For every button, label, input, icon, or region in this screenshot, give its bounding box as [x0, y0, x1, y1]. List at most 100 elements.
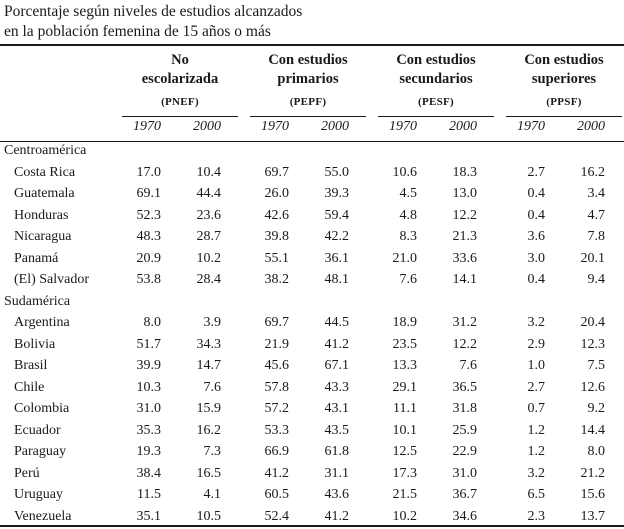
table-cell: 39.9: [136, 358, 162, 373]
table-cell: 2.9: [527, 336, 546, 352]
table-cell: 10.4: [196, 164, 222, 180]
column-group-underline: [506, 116, 622, 117]
country-name: Chile: [14, 379, 45, 395]
table-cell: 26.0: [264, 186, 290, 201]
country-name: Venezuela: [14, 508, 72, 524]
column-group-code: (PPSF): [546, 96, 582, 108]
table-cell: 31.1: [324, 465, 350, 481]
table-cell: 0.4: [527, 272, 546, 287]
table-cell: 42.6: [264, 207, 290, 223]
table-cell: 20.4: [580, 315, 606, 330]
table-cell: 43.5: [324, 422, 350, 438]
table-cell: 28.7: [196, 229, 222, 244]
table-cell: 3.4: [587, 186, 606, 201]
table-cell: 67.1: [324, 358, 350, 373]
table-cell: 36.5: [452, 379, 478, 395]
table-cell: 13.3: [392, 358, 418, 373]
table-title-line-2: en la población femenina de 15 años o má…: [4, 23, 271, 40]
column-group-title-line-2: primarios: [277, 71, 339, 87]
table-cell: 7.6: [459, 358, 478, 373]
table-cell: 10.3: [136, 379, 162, 395]
country-name: Nicaragua: [14, 229, 72, 244]
table-cell: 36.7: [452, 487, 478, 502]
table-cell: 14.4: [580, 422, 606, 438]
table-cell: 69.1: [136, 186, 162, 201]
table-cell: 59.4: [324, 207, 350, 223]
table-cell: 22.9: [452, 444, 478, 459]
table-cell: 7.3: [203, 444, 222, 459]
column-group-underline: [378, 116, 494, 117]
table-cell: 61.8: [324, 444, 350, 459]
year-header: 2000: [321, 119, 349, 134]
table-cell: 0.4: [527, 207, 546, 223]
table-cell: 12.3: [580, 336, 606, 352]
table-cell: 11.1: [393, 401, 417, 416]
country-name: Guatemala: [14, 186, 75, 201]
table-cell: 39.8: [264, 229, 290, 244]
table-cell: 8.0: [587, 444, 606, 459]
table-cell: 41.2: [264, 465, 290, 481]
table-cell: 17.3: [392, 465, 418, 481]
table-cell: 42.2: [324, 229, 350, 244]
table-cell: 11.5: [137, 487, 161, 502]
table-cell: 38.4: [136, 465, 162, 481]
year-header: 2000: [577, 119, 605, 134]
country-name: Brasil: [14, 358, 48, 373]
table-cell: 18.3: [452, 164, 478, 180]
table-cell: 14.7: [196, 358, 222, 373]
table-cell: 12.2: [452, 336, 478, 352]
section-label: Centroamérica: [4, 143, 87, 158]
year-header: 2000: [193, 119, 221, 134]
country-name: Perú: [14, 465, 40, 481]
column-group-code: (PNEF): [161, 96, 199, 108]
country-name: Bolivia: [14, 336, 56, 352]
table-cell: 21.2: [580, 465, 606, 481]
table-cell: 7.6: [203, 379, 222, 395]
table-cell: 55.0: [324, 164, 350, 180]
table-cell: 43.3: [324, 379, 350, 395]
table-cell: 15.9: [196, 401, 222, 416]
table-cell: 20.9: [136, 250, 162, 266]
table-cell: 7.5: [587, 358, 606, 373]
country-name: Costa Rica: [14, 164, 76, 180]
table-cell: 44.4: [196, 186, 222, 201]
column-group-title-line-2: superiores: [531, 71, 597, 87]
country-name: Uruguay: [14, 487, 63, 502]
table-cell: 10.2: [392, 508, 418, 524]
table-title-line-1: Porcentaje según niveles de estudios alc…: [4, 3, 303, 20]
table-cell: 31.0: [136, 401, 162, 416]
country-name: Honduras: [14, 207, 69, 223]
table-cell: 38.2: [264, 272, 290, 287]
table-cell: 4.7: [587, 207, 606, 223]
table-cell: 34.6: [452, 508, 478, 524]
year-header: 1970: [261, 119, 289, 134]
table-cell: 31.2: [452, 315, 478, 330]
column-group-underline: [122, 116, 238, 117]
table-cell: 43.6: [324, 487, 350, 502]
table-cell: 16.5: [196, 465, 222, 481]
table-cell: 20.1: [580, 250, 606, 266]
column-group-header: Con estudios primarios: [250, 51, 366, 89]
table-cell: 34.3: [196, 336, 222, 352]
column-group-header: Con estudios secundarios: [378, 51, 494, 89]
table-cell: 18.9: [392, 315, 418, 330]
table-cell: 4.8: [399, 207, 418, 223]
year-header: 1970: [389, 119, 417, 134]
table-cell: 3.9: [203, 315, 222, 330]
table-cell: 23.6: [196, 207, 222, 223]
table-cell: 0.4: [527, 186, 546, 201]
table-cell: 4.5: [399, 186, 418, 201]
table-cell: 31.8: [452, 401, 478, 416]
column-group-title-line-1: No: [171, 52, 189, 68]
column-group-code: (PEPF): [289, 96, 327, 108]
table-cell: 43.1: [324, 401, 350, 416]
table-cell: 3.0: [527, 250, 546, 266]
table-cell: 1.2: [527, 444, 546, 459]
table-cell: 51.7: [136, 336, 162, 352]
table-cell: 29.1: [392, 379, 418, 395]
table-cell: 39.3: [324, 186, 350, 201]
table-cell: 3.2: [527, 465, 546, 481]
header-bottom-rule: [0, 141, 624, 142]
top-rule: [0, 44, 624, 46]
table-cell: 21.3: [452, 229, 478, 244]
